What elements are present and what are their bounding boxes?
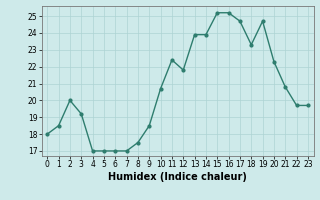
X-axis label: Humidex (Indice chaleur): Humidex (Indice chaleur) xyxy=(108,172,247,182)
